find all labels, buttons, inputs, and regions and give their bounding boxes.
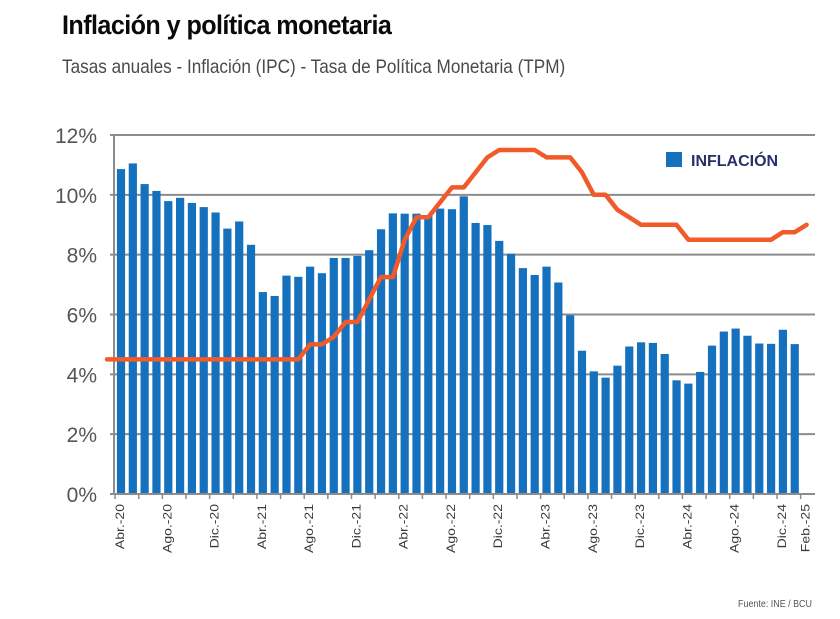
inflation-bar — [636, 342, 646, 494]
x-tick-label: Ago.-22 — [444, 504, 458, 553]
inflation-bar — [376, 229, 386, 495]
inflation-bar — [294, 276, 303, 494]
x-tick-label: Abr.-24 — [680, 504, 694, 549]
inflation-bar — [471, 222, 480, 494]
inflation-bar — [152, 190, 161, 495]
legend-label-inflation: INFLACIÓN — [691, 151, 778, 170]
inflation-bar — [554, 282, 563, 494]
inflation-bar — [400, 213, 409, 494]
y-tick-label: 4% — [67, 364, 97, 387]
x-tick-label: Dic.-23 — [633, 504, 647, 548]
inflation-bar — [176, 197, 185, 494]
y-tick-label: 6% — [67, 305, 97, 328]
inflation-bar — [270, 295, 279, 494]
inflation-bar — [601, 377, 610, 494]
inflation-bar — [518, 268, 527, 494]
inflation-bar — [424, 215, 433, 494]
inflation-bar — [660, 353, 669, 494]
inflation-bar — [495, 240, 504, 494]
inflation-bar — [778, 329, 788, 494]
inflation-bar — [743, 335, 752, 494]
inflation-bar — [246, 244, 256, 494]
inflation-bar — [755, 343, 764, 494]
inflation-bar — [388, 213, 397, 495]
legend-swatch-inflation — [666, 152, 682, 167]
chart-title: Inflación y política monetaria — [62, 10, 392, 40]
inflation-bar — [566, 315, 575, 494]
tpm-line-group — [104, 147, 809, 362]
inflation-bar — [790, 344, 799, 494]
x-tick-label: Dic.-22 — [491, 504, 505, 548]
x-tick-label: Abr.-21 — [255, 504, 269, 549]
inflation-bar — [116, 169, 126, 495]
inflation-bar — [648, 342, 657, 494]
x-tick-label: Abr.-22 — [397, 504, 411, 549]
inflation-bar — [483, 225, 492, 494]
inflation-bar — [613, 365, 622, 494]
inflation-bar — [140, 184, 149, 494]
inflation-bar — [282, 275, 291, 494]
x-tick-label: Ago.-21 — [302, 504, 316, 553]
x-tick-label: Dic.-20 — [208, 504, 222, 548]
inflation-bar — [589, 371, 598, 494]
inflation-bar — [447, 209, 457, 494]
inflation-bar — [767, 343, 776, 494]
source-note: Fuente: INE / BCU — [738, 598, 812, 610]
inflation-bar — [731, 328, 740, 494]
inflation-bar — [164, 201, 173, 494]
inflation-bars — [116, 163, 799, 495]
inflation-bar — [329, 257, 338, 494]
inflation-bar — [707, 345, 717, 494]
y-tick-label: 2% — [67, 424, 97, 447]
inflation-bar — [506, 253, 516, 494]
chart-subtitle: Tasas anuales - Inflación (IPC) - Tasa d… — [62, 56, 566, 78]
inflation-bar — [530, 275, 539, 494]
y-tick-label: 12% — [55, 125, 97, 148]
inflation-bar — [577, 350, 587, 494]
inflation-bar — [187, 202, 197, 494]
x-tick-label: Dic.-24 — [775, 504, 789, 548]
inflation-bar — [258, 292, 267, 494]
x-axis-labels: Abr.-20 Ago.-20 Dic.-20 Abr.-21 Ago.-21 Dic.-… — [113, 504, 812, 553]
inflation-bar — [684, 383, 693, 494]
inflation-bar — [199, 207, 208, 494]
x-tick-label: Feb.-25 — [799, 504, 813, 552]
inflation-bar — [542, 266, 551, 494]
x-tick-label: Abr.-20 — [113, 504, 127, 549]
inflation-bar — [672, 380, 681, 494]
legend: INFLACIÓN — [666, 151, 778, 170]
inflation-bar — [317, 273, 327, 494]
x-tick-label: Abr.-23 — [539, 504, 553, 549]
inflation-bar — [696, 371, 705, 494]
x-tick-label: Ago.-20 — [160, 504, 174, 553]
axes — [110, 134, 815, 499]
inflation-bar — [412, 213, 421, 494]
inflation-bar — [306, 266, 315, 494]
x-tick-label: Dic.-21 — [349, 504, 363, 548]
inflation-bar — [436, 208, 445, 494]
x-tick-label: Ago.-24 — [728, 504, 742, 553]
y-axis-labels: 0% 2% 4% 6% 8% 10% 12% — [55, 125, 97, 507]
inflation-bar — [625, 346, 634, 494]
inflation-bar — [353, 255, 362, 494]
y-tick-label: 8% — [67, 245, 97, 268]
tpm-line — [104, 147, 809, 362]
y-tick-label: 0% — [67, 484, 97, 507]
y-tick-label: 10% — [55, 185, 97, 208]
inflation-bar — [211, 212, 220, 494]
inflation-bar — [128, 163, 137, 494]
inflation-bar — [341, 257, 350, 494]
inflation-bar — [459, 196, 468, 494]
x-tick-label: Ago.-23 — [586, 504, 600, 553]
inflation-bar — [719, 331, 728, 494]
inflation-bar — [365, 250, 374, 494]
